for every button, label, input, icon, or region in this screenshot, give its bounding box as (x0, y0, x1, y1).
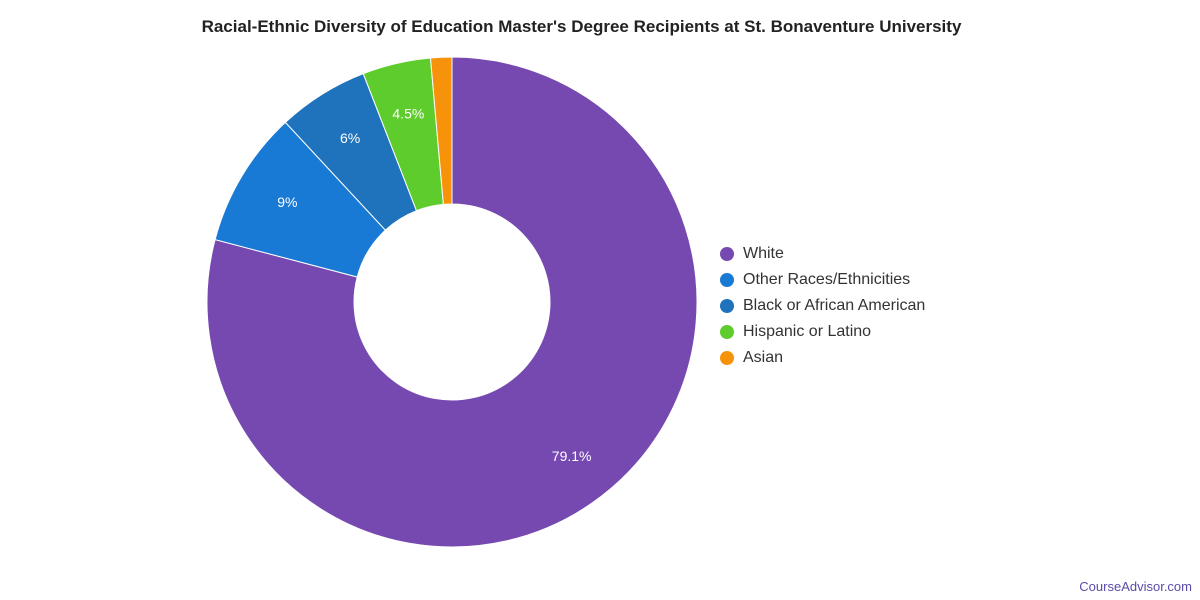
legend-label: Other Races/Ethnicities (743, 271, 911, 288)
legend-item-white[interactable]: White (720, 241, 925, 267)
legend-item-black-or-african-american[interactable]: Black or African American (720, 293, 925, 319)
slice-white[interactable] (206, 56, 698, 548)
donut-chart: 79.1% 9% 6% 4.5% (206, 56, 698, 548)
chart-title: Racial-Ethnic Diversity of Education Mas… (201, 17, 962, 36)
legend-item-hispanic-or-latino[interactable]: Hispanic or Latino (720, 319, 925, 345)
legend-swatch (720, 325, 734, 339)
slice-asian[interactable] (429, 56, 453, 205)
data-label-black-or-african-american: 6% (340, 130, 360, 146)
legend-item-other-races-ethnicities[interactable]: Other Races/Ethnicities (720, 267, 925, 293)
legend-label: White (743, 245, 784, 262)
legend-label: Hispanic or Latino (743, 323, 872, 340)
legend-swatch (720, 299, 734, 313)
legend-swatch (720, 351, 734, 365)
data-label-other-races-ethnicities: 9% (277, 194, 297, 210)
legend-label: Asian (743, 349, 784, 366)
legend: White Other Races/Ethnicities Black or Afr… (720, 241, 925, 371)
data-label-white: 79.1% (552, 448, 592, 464)
legend-item-asian[interactable]: Asian (720, 345, 925, 371)
legend-label: Black or African American (743, 297, 926, 314)
data-label-hispanic-or-latino: 4.5% (392, 106, 424, 122)
source-credit[interactable]: CourseAdvisor.com (1079, 579, 1192, 594)
legend-swatch (720, 273, 734, 287)
legend-swatch (720, 247, 734, 261)
